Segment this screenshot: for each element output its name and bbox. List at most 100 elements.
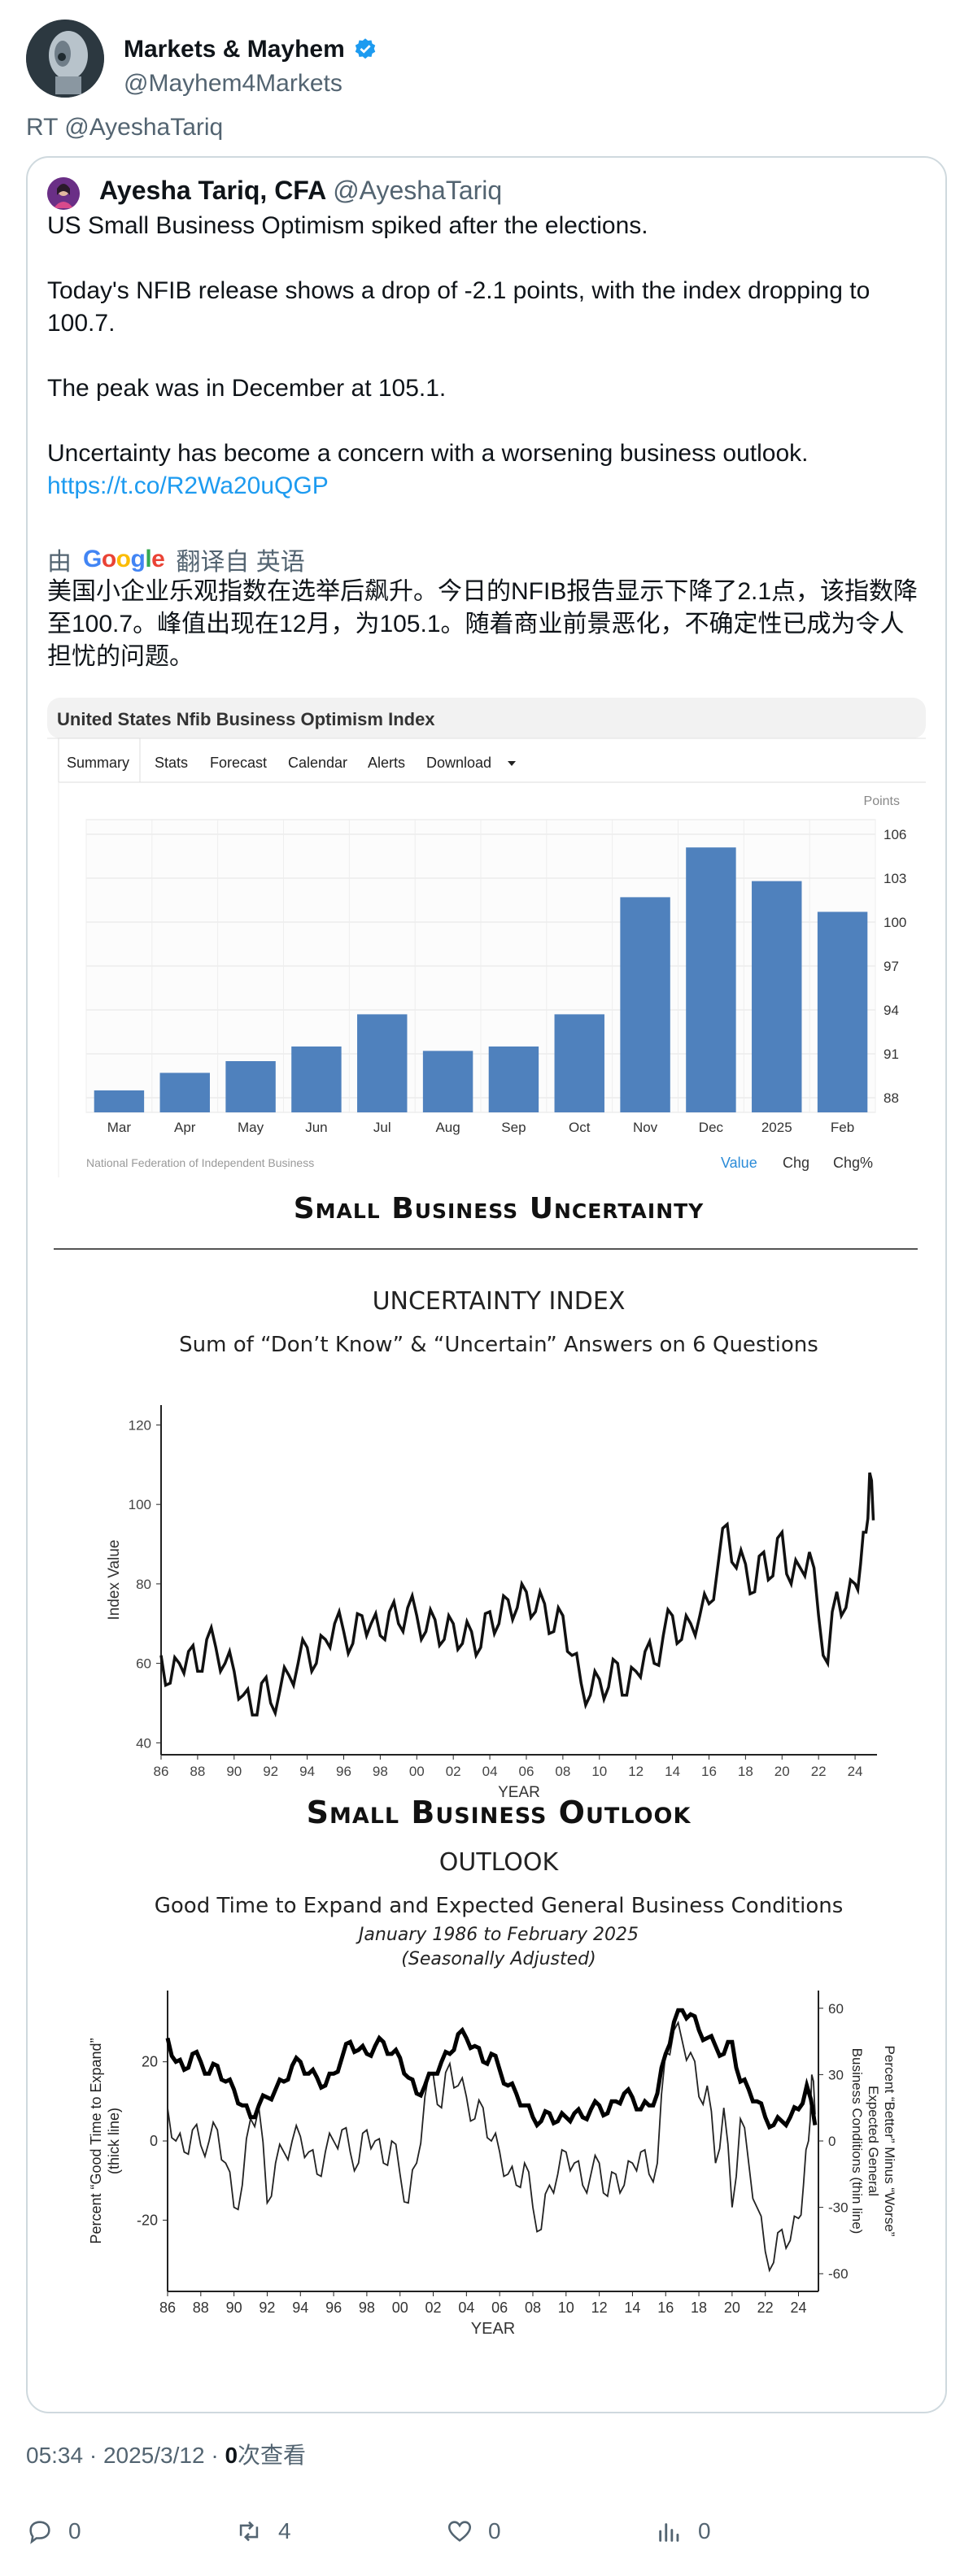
outlook-left-label: Percent “Good Time to Expand” (thick line… <box>88 2038 122 2243</box>
nfib-x-tick-label: Dec <box>699 1120 724 1135</box>
quoted-author-avatar[interactable] <box>47 177 80 210</box>
outlook-right-label: Percent “Better” Minus “Worse”Expected G… <box>849 2046 897 2237</box>
uncertainty-y-tick-label: 60 <box>136 1656 151 1672</box>
nfib-bar[interactable] <box>357 1014 408 1112</box>
nfib-y-ticks: 88 91 94 97 100 103 106 <box>884 827 906 1106</box>
uncertainty-x-tick-label: 12 <box>628 1764 644 1779</box>
uncertainty-x-tick-label: 06 <box>519 1764 534 1779</box>
uncertainty-axes: 40 60 80 100 120 86 88 90 92 94 96 98 00 02 04 06 08 10 12… <box>106 1405 877 1801</box>
outlook-x-tick-label: 88 <box>193 2300 209 2316</box>
uncertainty-x-tick-label: 04 <box>482 1764 498 1779</box>
nfib-bar[interactable] <box>94 1090 145 1112</box>
quoted-author[interactable]: Ayesha Tariq, CFA @AyeshaTariq <box>99 176 502 206</box>
nfib-y-tick-label: 97 <box>884 959 899 974</box>
tab-download[interactable]: Download <box>426 755 491 771</box>
nfib-chart-title: United States Nfib Business Optimism Ind… <box>57 709 435 729</box>
nfib-bar[interactable] <box>422 1051 473 1112</box>
author-handle[interactable]: @Mayhem4Markets <box>124 70 343 97</box>
nfib-bar[interactable] <box>554 1014 604 1112</box>
uncertainty-y-tick-label: 120 <box>129 1417 151 1433</box>
author-avatar[interactable] <box>26 20 104 98</box>
author-name-row[interactable]: Markets & Mayhem <box>124 36 377 63</box>
nfib-x-tick-label: Sep <box>501 1120 526 1135</box>
quoted-author-name[interactable]: Ayesha Tariq, CFA <box>99 176 327 205</box>
tweet-author: Markets & Mayhem @Mayhem4Markets <box>26 20 953 101</box>
nfib-x-tick-label: May <box>238 1120 264 1135</box>
outlook-x-tick-label: 24 <box>790 2300 806 2316</box>
verified-badge-icon <box>355 38 376 59</box>
nfib-y-tick-label: 91 <box>884 1046 899 1062</box>
google-letter: o <box>101 546 116 572</box>
uncertainty-x-label: YEAR <box>498 1784 540 1801</box>
robot-avatar-icon <box>26 20 104 98</box>
quoted-link[interactable]: https://t.co/R2Wa20uQGP <box>47 472 329 499</box>
nfib-bar[interactable] <box>686 847 736 1112</box>
views-action-count: 0 <box>698 2518 711 2543</box>
outlook-right-tick-label: 0 <box>828 2134 836 2149</box>
outlook-x-tick-label: 08 <box>525 2300 541 2316</box>
quoted-author-handle[interactable]: @AyeshaTariq <box>333 176 503 205</box>
tab-stats[interactable]: Stats <box>155 755 188 771</box>
uncertainty-x-tick-label: 00 <box>409 1764 425 1779</box>
tab-alerts[interactable]: Alerts <box>368 755 405 771</box>
outlook-x-label: YEAR <box>471 2320 515 2338</box>
nfib-bar[interactable] <box>291 1046 342 1112</box>
nfib-source: National Federation of Independent Busin… <box>86 1156 314 1169</box>
outlook-title: OUTLOOK <box>439 1848 560 1877</box>
google-letter: e <box>151 546 165 572</box>
google-letter: o <box>116 546 131 572</box>
tweet-media-image[interactable]: United States Nfib Business Optimism Ind… <box>47 698 926 2365</box>
like-button[interactable]: 0 <box>446 2517 501 2545</box>
uncertainty-x-tick-label: 02 <box>446 1764 461 1779</box>
outlook-x-tick-label: 92 <box>259 2300 275 2316</box>
outlook-note: (Seasonally Adjusted) <box>401 1949 596 1969</box>
tweet-timestamp[interactable]: 05:34 · 2025/3/12 · 0次查看 <box>26 2443 307 2468</box>
nfib-y-tick-label: 88 <box>884 1090 899 1106</box>
uncertainty-y-tick-label: 80 <box>136 1577 151 1592</box>
translated-by-prefix: 由 <box>47 549 72 576</box>
quoted-tweet-card[interactable]: Ayesha Tariq, CFA @AyeshaTariq US Small B… <box>26 156 947 2413</box>
nfib-bar[interactable] <box>752 881 802 1112</box>
retweet-button[interactable]: 4 <box>234 2517 291 2545</box>
quoted-text-line-1: US Small Business Optimism spiked after … <box>47 212 648 239</box>
nfib-y-tick-label: 100 <box>884 915 906 930</box>
outlook-right-tick-label: -60 <box>828 2266 849 2282</box>
nfib-bar[interactable] <box>159 1073 210 1112</box>
tab-forecast[interactable]: Forecast <box>210 755 267 771</box>
footer-tab-chgpct[interactable]: Chg% <box>833 1155 873 1171</box>
google-logo: Google <box>83 546 165 573</box>
nfib-x-tick-label: Jul <box>373 1120 391 1135</box>
nfib-x-tick-label: Apr <box>174 1120 196 1135</box>
outlook-heading: Small Business Outlook <box>307 1795 692 1830</box>
outlook-right-tick-label: 30 <box>828 2067 844 2082</box>
nfib-bar[interactable] <box>225 1061 276 1112</box>
tab-summary[interactable]: Summary <box>67 755 129 771</box>
outlook-left-label-line: Percent “Good Time to Expand” <box>88 2038 104 2243</box>
uncertainty-x-tick-label: 10 <box>591 1764 607 1779</box>
reply-count: 0 <box>68 2518 81 2543</box>
nfib-grid <box>85 819 876 1113</box>
uncertainty-x-tick-label: 18 <box>738 1764 753 1779</box>
outlook-right-label-line: Business Conditions (thin line) <box>849 2048 865 2234</box>
nfib-x-tick-label: Aug <box>435 1120 460 1135</box>
quoted-text-line-4: Uncertainty has become a concern with a … <box>47 440 809 467</box>
person-avatar-icon <box>47 177 80 210</box>
reply-icon <box>29 2521 50 2544</box>
nfib-bar[interactable] <box>488 1046 539 1112</box>
tab-calendar[interactable]: Calendar <box>288 755 347 771</box>
reply-button[interactable]: 0 <box>26 2517 81 2545</box>
nfib-y-tick-label: 94 <box>884 1003 899 1018</box>
nfib-bar[interactable] <box>817 912 868 1112</box>
outlook-left-tick-label: -20 <box>137 2212 158 2228</box>
outlook-right-label-line: Expected General <box>866 2086 881 2196</box>
quoted-text-line-3: The peak was in December at 105.1. <box>47 375 447 402</box>
translated-text: 美国小企业乐观指数在选举后飙升。今日的NFIB报告显示下降了2.1点，该指数降至… <box>47 578 918 670</box>
nfib-bar[interactable] <box>620 897 670 1112</box>
download-caret-icon <box>508 761 516 766</box>
author-name[interactable]: Markets & Mayhem <box>124 36 345 63</box>
views-button[interactable]: 0 <box>656 2517 711 2545</box>
footer-tab-chg[interactable]: Chg <box>783 1155 809 1171</box>
nfib-x-tick-label: Nov <box>633 1120 658 1135</box>
footer-tab-value[interactable]: Value <box>721 1155 757 1171</box>
outlook-x-tick-label: 98 <box>359 2300 375 2316</box>
